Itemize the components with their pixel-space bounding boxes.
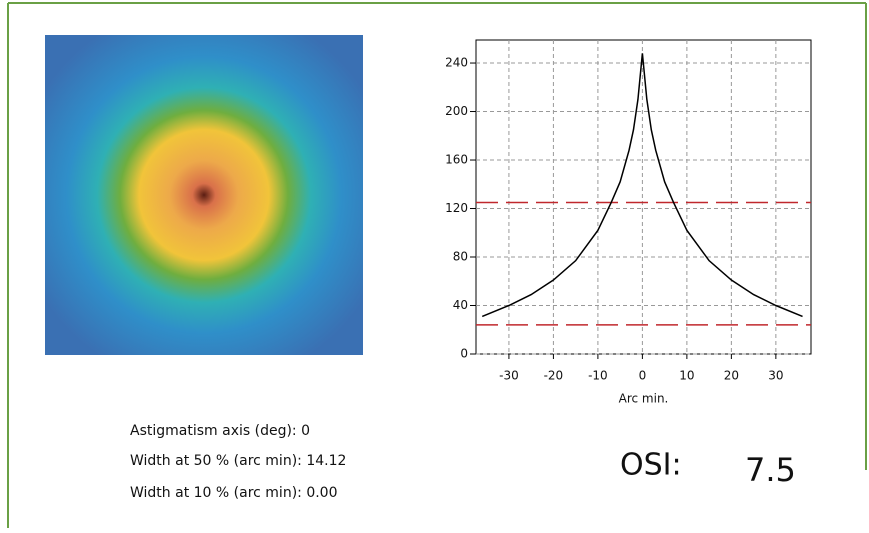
x-tick-label: -10 — [588, 369, 608, 383]
y-tick-label: 40 — [453, 298, 468, 312]
x-tick-label: 30 — [768, 369, 783, 383]
x-tick-label: 0 — [639, 369, 647, 383]
screen: Astigmatism axis (deg): 0 Width at 50 % … — [0, 0, 869, 533]
x-tick-label: -20 — [544, 369, 564, 383]
y-tick-label: 80 — [453, 250, 468, 264]
y-tick-label: 200 — [445, 104, 468, 118]
x-tick-label: 20 — [724, 369, 739, 383]
psf-image — [45, 35, 363, 355]
osi-value: 7.5 — [745, 451, 796, 489]
x-axis-label: Arc min. — [619, 392, 669, 406]
info-line: Astigmatism axis (deg): 0 — [130, 423, 310, 439]
y-tick-label: 120 — [445, 201, 468, 215]
x-tick-label: -30 — [499, 369, 519, 383]
info-line: Width at 10 % (arc min): 0.00 — [130, 485, 338, 501]
osi-label: OSI: — [620, 448, 682, 483]
y-tick-label: 240 — [445, 56, 468, 70]
chart: 0 40 80 120 160 200 240 -30 -20 -10 0 10 20 30 Arc min… — [445, 40, 811, 406]
plot-area — [476, 40, 811, 354]
y-tick-label: 160 — [445, 153, 468, 167]
y-tick-label: 0 — [460, 347, 468, 361]
info-line: Width at 50 % (arc min): 14.12 — [130, 453, 346, 469]
x-tick-label: 10 — [679, 369, 694, 383]
